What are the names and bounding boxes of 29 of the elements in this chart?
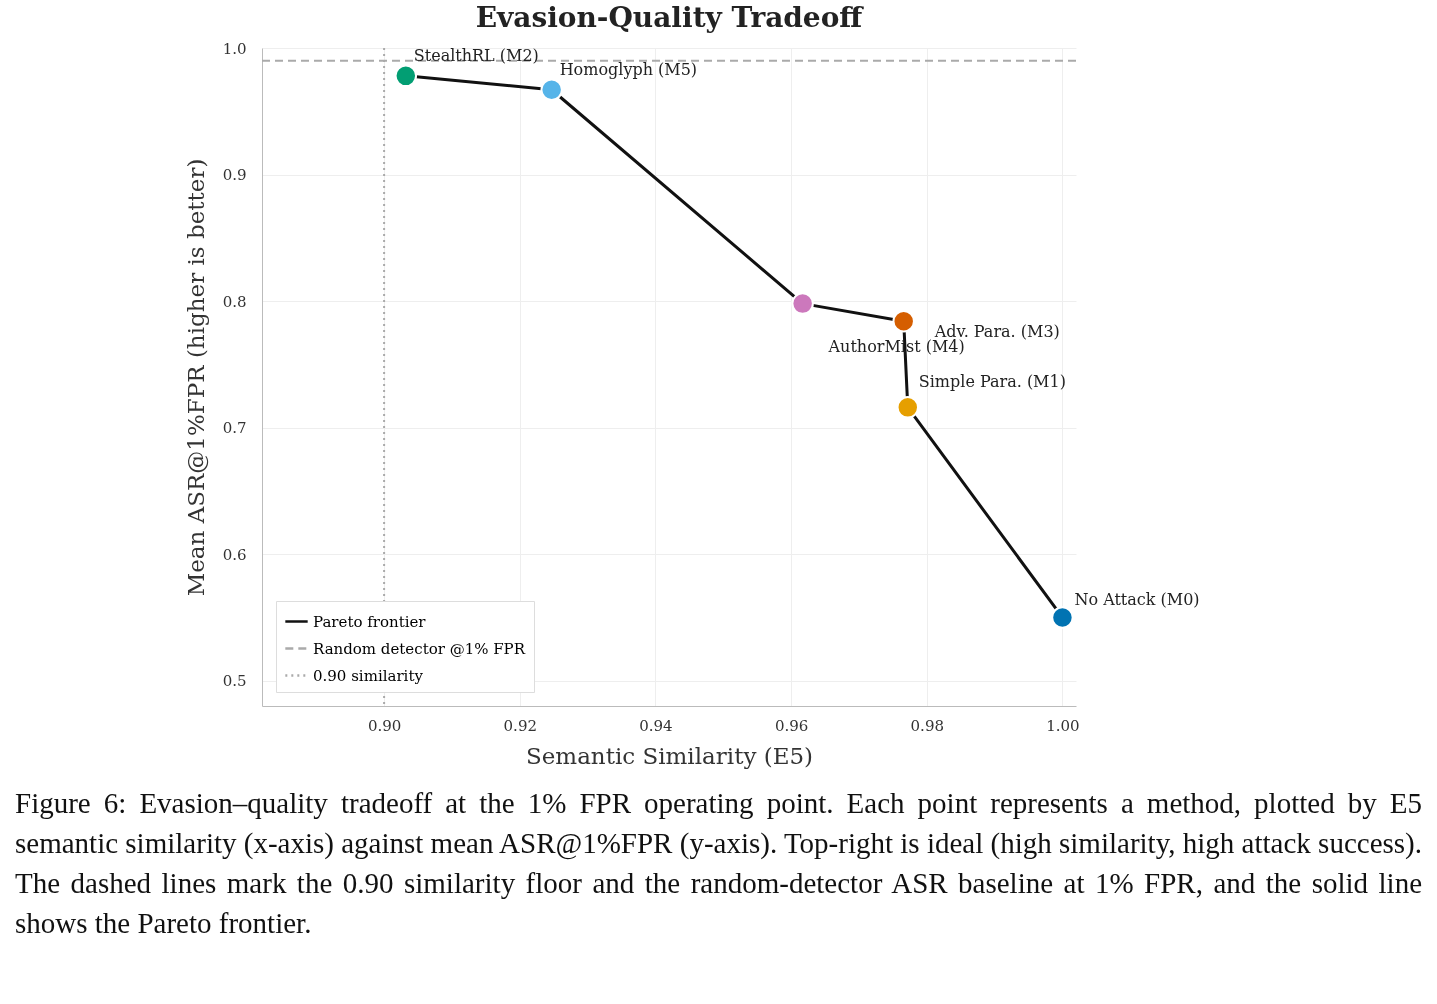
point <box>1051 606 1074 629</box>
x-tick-label: 0.98 <box>910 716 944 735</box>
annotation: No Attack (M0) <box>1074 590 1200 610</box>
annotation: Homoglyph (M5) <box>559 59 698 79</box>
x-tick-label: 1.00 <box>1046 716 1080 735</box>
x-tick-label: 0.94 <box>639 716 673 735</box>
y-axis-title: Mean ASR@1%FPR (higher is better) <box>182 158 209 597</box>
y-tick-label: 0.6 <box>222 545 247 564</box>
annotation: Simple Para. (M1) <box>918 372 1066 392</box>
y-tick-label: 0.8 <box>222 292 247 311</box>
y-tick-label: 0.9 <box>222 166 247 185</box>
x-tick-label: 0.90 <box>367 716 402 735</box>
y-tick-label: 0.7 <box>222 419 247 438</box>
point <box>791 292 814 315</box>
caption: Figure 6: Evasion–quality tradeoff at the 1% FPR operating point. Each point represents a method, plotted by E5 semantic similarity (x-axis) against mean ASR@1%FPR (y-axis). Top-right is ideal (high similarity, high attack success). The dashed lines mark the 0.90 similarity floor and the random-detector ASR baseline at 1% FPR, and the solid line shows the Pareto frontier. <box>15 786 1422 941</box>
legend-label: Random detector @1% FPR <box>313 639 526 658</box>
annotation: StealthRL (M2) <box>413 45 539 65</box>
y-tick-label: 1.0 <box>222 39 247 58</box>
point <box>896 396 920 419</box>
legend-label: Pareto frontier <box>313 612 427 631</box>
x-axis-title: Semantic Similarity (E5) <box>525 742 814 769</box>
chart-title: Evasion-Quality Tradeoff <box>475 1 865 34</box>
x-tick-label: 0.92 <box>503 716 537 735</box>
x-tick-label: 0.96 <box>774 716 809 735</box>
ref-line-label: 0.90 similarity <box>313 666 424 685</box>
point <box>394 64 418 88</box>
point <box>892 310 915 333</box>
y-tick-label: 0.5 <box>222 672 247 691</box>
point <box>540 78 563 101</box>
